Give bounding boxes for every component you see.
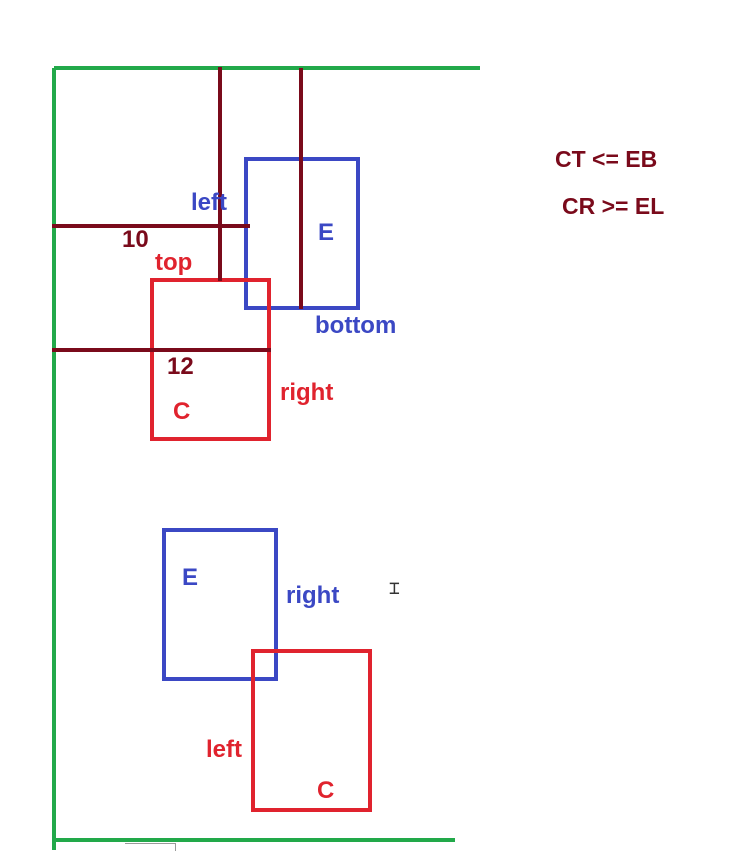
label-right-top-diagram: right <box>280 379 334 406</box>
measure-label-12: 12 <box>167 353 194 380</box>
label-top-top-diagram: top <box>155 249 193 276</box>
formula-line-1: CT <= EB <box>555 146 658 172</box>
element-letter-bottom: E <box>182 564 199 591</box>
label-left-bottom-diagram: left <box>206 736 242 763</box>
measure-label-10: 10 <box>122 226 149 253</box>
label-right-bottom-diagram: right <box>286 582 340 609</box>
container-box-top <box>150 278 271 441</box>
container-letter-bottom: C <box>317 777 335 804</box>
container-letter-top: C <box>173 398 191 425</box>
container-box-bottom <box>251 649 372 812</box>
formula-line-2: CR >= EL <box>562 193 665 219</box>
label-bottom-top-diagram: bottom <box>315 312 397 339</box>
bottom-tab-stub[interactable] <box>125 843 176 851</box>
label-left-top-diagram: left <box>191 189 227 216</box>
element-box-bottom <box>162 528 278 681</box>
text-cursor-icon: ⌶ <box>389 578 400 599</box>
element-letter-top: E <box>318 219 335 246</box>
